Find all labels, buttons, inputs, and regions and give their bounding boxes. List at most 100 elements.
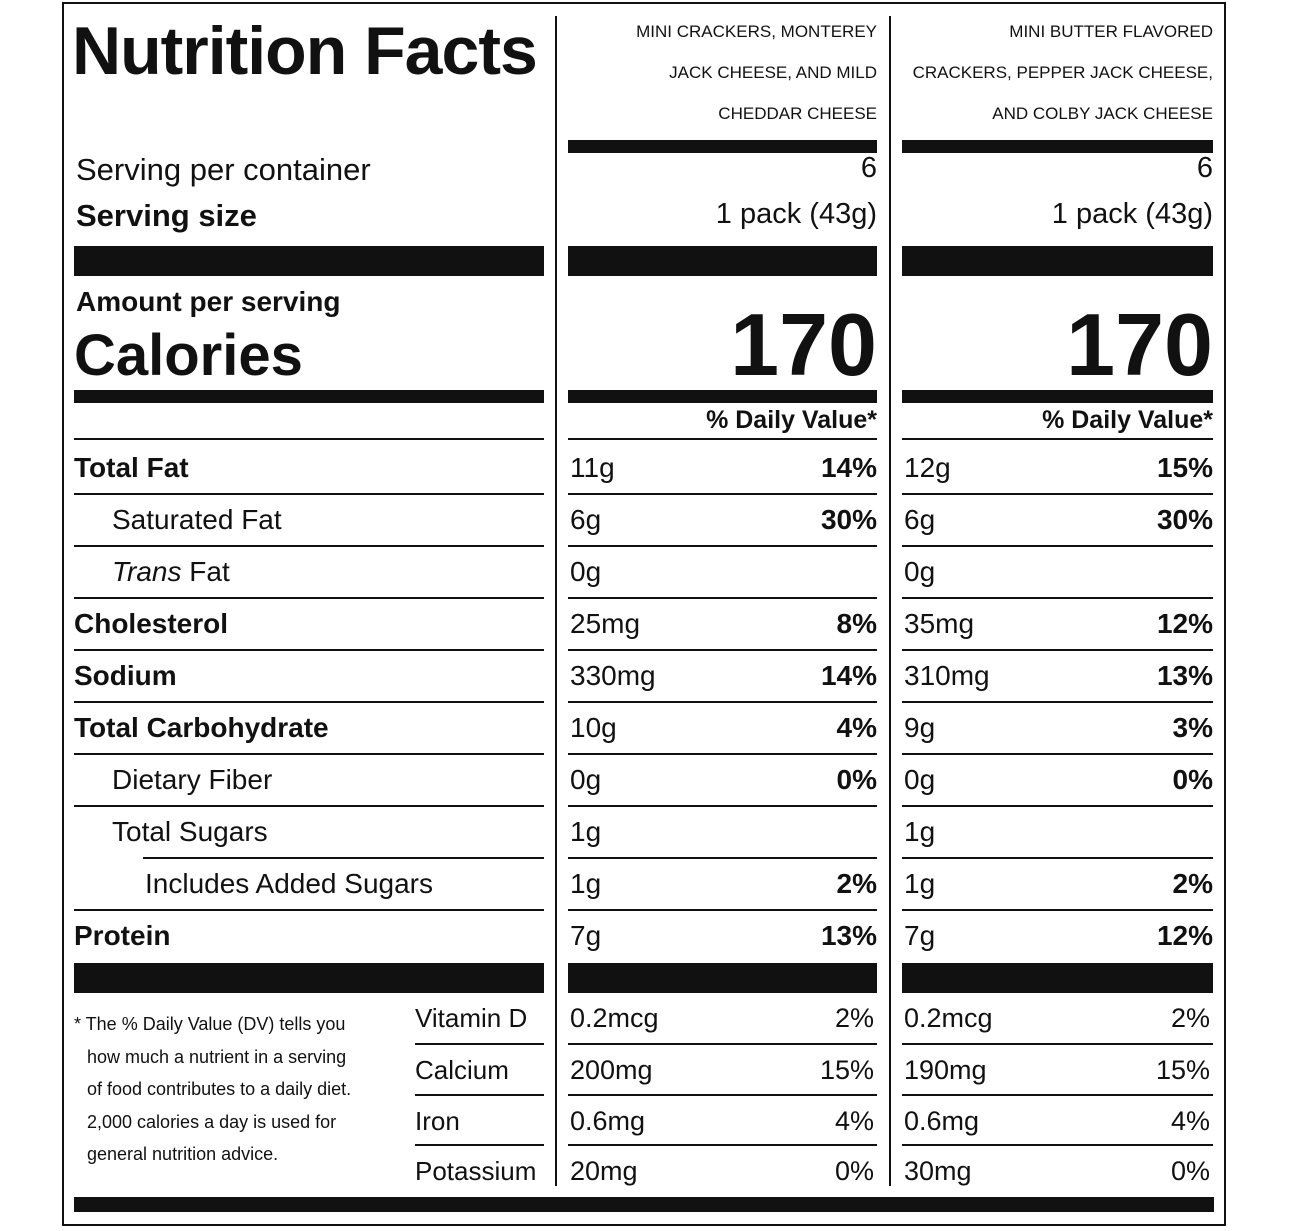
nutrient-daily-value: 0% (568, 754, 877, 806)
vitamin-name-text: Potassium (415, 1156, 537, 1186)
vitamin-amount-text: 30mg (904, 1156, 972, 1186)
row-divider (902, 1144, 1213, 1146)
row-divider (568, 1144, 877, 1146)
row-divider (902, 857, 1213, 859)
nutrient-amount-text: 310mg (904, 660, 990, 691)
row-divider (74, 438, 544, 440)
label-title: Nutrition Facts (72, 12, 538, 90)
vitamin-dv-text: 2% (834, 1003, 874, 1033)
footnote-line: general nutrition advice. (74, 1138, 409, 1171)
nutrient-amount: 12g (904, 442, 951, 494)
nutrient-dv-text: 4% (836, 712, 877, 743)
nutrient-amount-text: 12g (904, 452, 951, 483)
product-name-text: JACK CHEESE, AND MILD (669, 63, 877, 82)
nutrient-daily-value: 30% (568, 494, 877, 546)
nutrient-dv-text: 30% (1156, 504, 1213, 535)
medium-divider (568, 390, 877, 403)
nutrient-daily-value: 12% (902, 910, 1213, 962)
vitamin-dv-text: 15% (1155, 1055, 1210, 1085)
nutrient-daily-value: 30% (902, 494, 1213, 546)
nutrient-amount: 25mg (570, 598, 640, 650)
nutrient-amount: 11g (570, 442, 615, 494)
daily-value-header-text: % Daily Value* (706, 406, 877, 434)
row-divider (568, 493, 877, 495)
vitamin-name-text: Calcium (415, 1055, 509, 1085)
nutrient-amount: 6g (904, 494, 935, 546)
thick-divider (568, 246, 877, 276)
calories-value-text: 170 (730, 295, 877, 394)
column-divider (555, 16, 557, 1186)
nutrient-amount-text: 0g (904, 764, 936, 795)
nutrient-name: Dietary Fiber (112, 754, 272, 806)
product-name-text: CRACKERS, PEPPER JACK CHEESE, (912, 63, 1213, 82)
footnote-line: * The % Daily Value (DV) tells you (74, 1008, 409, 1041)
row-divider (902, 753, 1213, 755)
vitamin-name: Calcium (415, 1044, 509, 1096)
row-divider (74, 701, 544, 703)
nutrient-amount: 9g (904, 702, 935, 754)
vitamin-amount-text: 0.2mcg (904, 1003, 993, 1033)
row-divider (568, 701, 877, 703)
vitamin-daily-value: 4% (902, 1095, 1210, 1147)
thick-divider (902, 963, 1213, 993)
vitamin-dv-text: 0% (1170, 1156, 1210, 1186)
serving-size-text: Serving size (76, 198, 257, 233)
medium-divider (902, 140, 1213, 153)
row-divider (74, 545, 544, 547)
nutrient-amount-text: 1g (570, 868, 602, 899)
nutrient-amount-text: 7g (570, 920, 602, 951)
vitamin-amount: 0.2mcg (904, 992, 993, 1044)
nutrient-daily-value: 12% (902, 598, 1213, 650)
product-name-line: CRACKERS, PEPPER JACK CHEESE, (902, 52, 1213, 93)
vitamin-daily-value: 2% (568, 992, 874, 1044)
footnote-text: general nutrition advice. (87, 1144, 279, 1164)
medium-divider (568, 140, 877, 153)
row-divider (568, 909, 877, 911)
row-divider (902, 909, 1213, 911)
vitamin-amount: 30mg (904, 1145, 972, 1197)
vitamin-amount-text: 20mg (570, 1156, 638, 1186)
amount-per-serving-label: Amount per serving (76, 286, 340, 318)
row-divider (902, 597, 1213, 599)
vitamin-dv-text: 4% (834, 1106, 874, 1136)
nutrient-dv-text: 12% (1156, 920, 1213, 951)
title-text: Nutrition Facts (72, 13, 538, 89)
nutrient-name-text: Total Sugars (112, 816, 268, 847)
vitamin-amount: 200mg (570, 1044, 653, 1096)
product-name: MINI BUTTER FLAVORED CRACKERS, PEPPER JAC… (902, 11, 1213, 134)
nutrient-name-text: Total Carbohydrate (74, 712, 329, 743)
row-divider (568, 438, 877, 440)
row-divider (568, 805, 877, 807)
row-divider (568, 1043, 877, 1045)
footnote-text: 2,000 calories a day is used for (87, 1111, 337, 1132)
row-divider (568, 857, 877, 859)
vitamin-amount-text: 0.6mg (904, 1106, 980, 1136)
product-name-line: MINI CRACKERS, MONTEREY (568, 11, 877, 52)
nutrient-amount: 0g (904, 546, 935, 598)
nutrient-name-text: Dietary Fiber (112, 764, 273, 795)
nutrient-daily-value: 13% (568, 910, 877, 962)
footnote-text: how much a nutrient in a serving (87, 1046, 347, 1067)
vitamin-name: Potassium (415, 1145, 536, 1197)
serving-size-label: Serving size (76, 198, 257, 234)
servings-per-container-value: 6 (568, 152, 877, 185)
vitamin-dv-text: 15% (819, 1055, 874, 1085)
nutrient-daily-value: 13% (902, 650, 1213, 702)
row-divider (74, 805, 544, 807)
vitamin-dv-text: 4% (1170, 1106, 1210, 1136)
nutrient-amount: 330mg (570, 650, 656, 702)
nutrient-dv-text: 0% (836, 764, 877, 795)
nutrient-name: Cholesterol (74, 598, 228, 650)
row-divider (902, 545, 1213, 547)
vitamin-amount: 0.6mg (570, 1095, 645, 1147)
vitamin-name-text: Vitamin D (415, 1003, 528, 1033)
nutrient-daily-value: 2% (568, 858, 877, 910)
nutrient-dv-text: 13% (820, 920, 877, 951)
nutrient-dv-text: 2% (1172, 868, 1213, 899)
nutrient-name: Total Fat (74, 442, 189, 494)
thick-divider (568, 963, 877, 993)
nutrient-daily-value (902, 806, 1213, 858)
nutrient-name-text: Total Fat (74, 452, 189, 483)
thick-divider (74, 246, 544, 276)
nutrient-amount: 7g (570, 910, 601, 962)
